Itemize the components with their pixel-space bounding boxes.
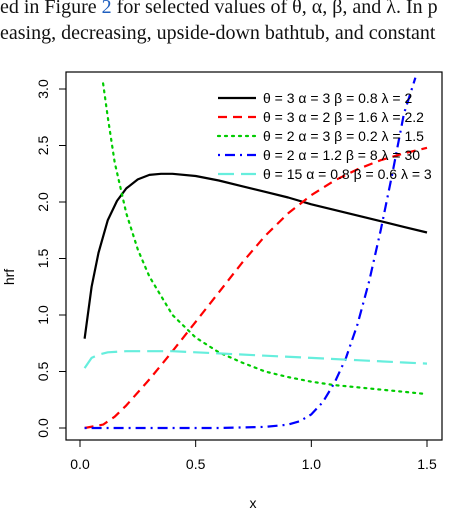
figure-reference-link[interactable]: 2 [101,0,112,18]
series-line-3 [101,82,429,396]
x-tick-label: 0.5 [186,456,206,472]
series-line-2 [84,146,428,430]
series-line-1 [83,172,428,339]
legend-entry-label: θ = 15 α = 0.8 β = 0.6 λ = 3 [263,166,432,182]
caption-line-1-prefix: ed in Figure [0,0,102,18]
x-axis-label: x [250,495,257,511]
caption-line-1-suffix: for selected values of θ, α, β, and λ. I… [111,0,438,18]
y-tick-label: 1.0 [35,305,51,325]
y-tick-label: 1.5 [35,249,51,269]
caption-line-2: easing, decreasing, upside-down bathtub,… [0,22,436,44]
legend-entry-label: θ = 3 α = 2 β = 1.6 λ = 2.2 [263,109,424,125]
series-line-4 [84,77,417,430]
legend: θ = 3 α = 3 β = 0.8 λ = 2 θ = 3 α = 2 β =… [216,90,432,182]
legend-entry-label: θ = 2 α = 1.2 β = 8 λ = 30 [263,147,420,163]
plot-box [65,71,443,441]
y-tick-label: 0.5 [35,362,51,382]
plot-frame [65,71,443,441]
x-tick-label: 1.0 [302,456,322,472]
caption-line-1: ed in Figure 2 for selected values of θ,… [0,0,438,21]
x-tick-label: 1.5 [417,456,437,472]
figure-caption: ed in Figure 2 for selected values of θ,… [0,0,474,62]
series-lines [83,77,429,430]
legend-entry-label: θ = 3 α = 3 β = 0.8 λ = 2 [263,90,412,106]
y-axis-label: hrf [1,269,17,285]
series-line-5 [83,350,428,369]
y-tick-label: 2.0 [35,192,51,212]
y-tick-label: 0.0 [35,418,51,438]
axes: 0.0 0.5 1.0 1.5 0.0 0.5 1.0 1.5 2.0 2.5 3.0 [35,79,437,472]
x-tick-label: 0.0 [70,456,90,472]
y-tick-label: 3.0 [35,79,51,99]
y-tick-label: 2.5 [35,136,51,156]
legend-entry-label: θ = 2 α = 3 β = 0.2 λ = 1.5 [263,128,424,144]
